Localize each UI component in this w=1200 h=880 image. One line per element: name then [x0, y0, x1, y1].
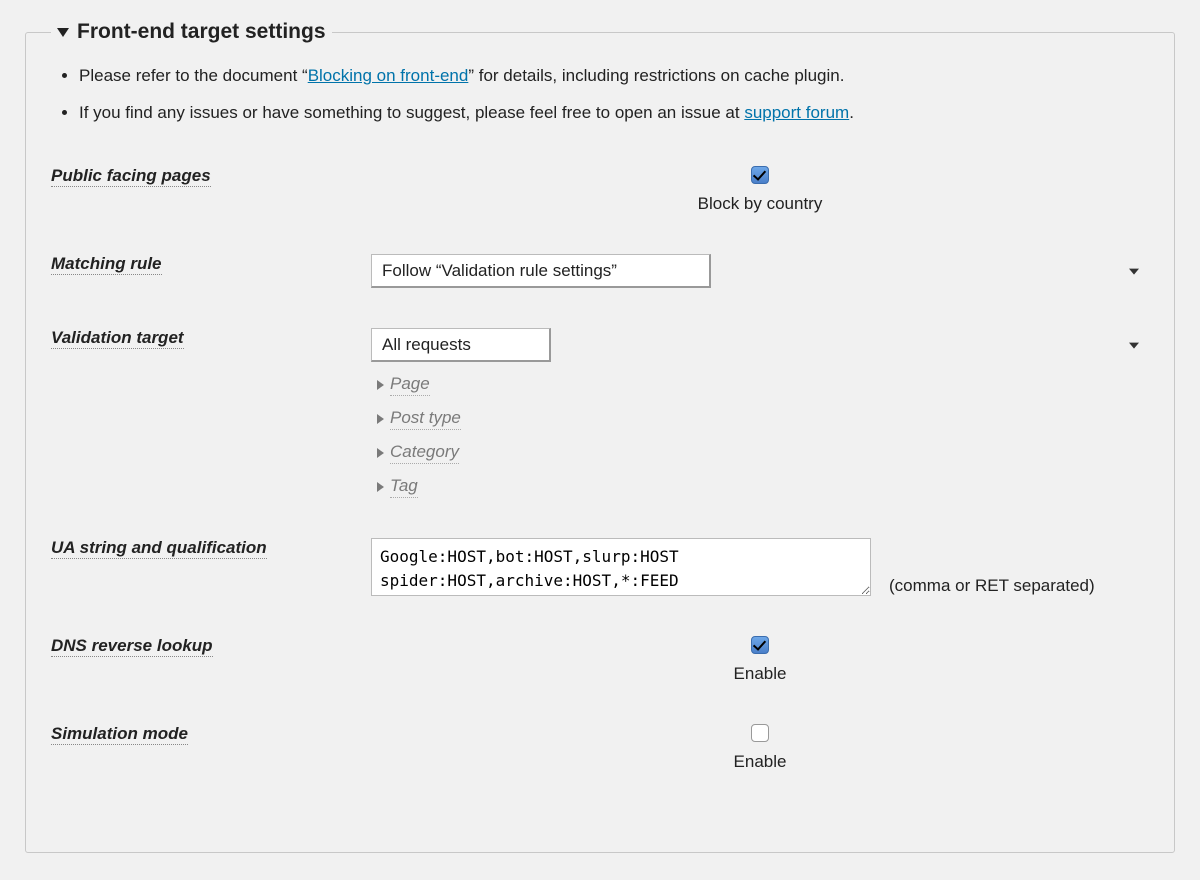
- note-text: Please refer to the document “: [79, 66, 308, 85]
- checkbox-label: Block by country: [698, 194, 823, 214]
- note-text: If you find any issues or have something…: [79, 103, 744, 122]
- field-wrap: (comma or RET separated): [371, 538, 1149, 596]
- ua-string-label: UA string and qualification: [51, 538, 267, 559]
- validation-target-label: Validation target: [51, 328, 184, 349]
- sub-label: Tag: [390, 476, 418, 498]
- expand-category[interactable]: Category: [377, 442, 1149, 464]
- note-text: .: [849, 103, 854, 122]
- simulation-enable-checkbox[interactable]: [751, 724, 769, 742]
- row-validation-target: Validation target All requests Page Post…: [51, 328, 1149, 498]
- field-wrap: Follow “Validation rule settings”: [371, 254, 1149, 288]
- checkbox-label: Enable: [734, 664, 787, 684]
- label-wrap: DNS reverse lookup: [51, 636, 371, 656]
- public-pages-label: Public facing pages: [51, 166, 211, 187]
- frontend-settings-panel: Front-end target settings Please refer t…: [25, 20, 1175, 853]
- dns-lookup-label: DNS reverse lookup: [51, 636, 213, 657]
- matching-rule-select[interactable]: Follow “Validation rule settings”: [371, 254, 711, 288]
- row-ua-string: UA string and qualification (comma or RE…: [51, 538, 1149, 596]
- note-text: ” for details, including restrictions on…: [468, 66, 844, 85]
- notes-list: Please refer to the document “Blocking o…: [61, 62, 1149, 126]
- section-toggle[interactable]: Front-end target settings: [51, 20, 332, 44]
- chevron-down-icon: [57, 28, 69, 37]
- ua-hint: (comma or RET separated): [889, 576, 1095, 596]
- section-title: Front-end target settings: [77, 20, 326, 44]
- validation-target-select[interactable]: All requests: [371, 328, 551, 362]
- row-public-pages: Public facing pages Block by country: [51, 166, 1149, 214]
- support-forum-link[interactable]: support forum: [744, 103, 849, 122]
- note-2: If you find any issues or have something…: [79, 99, 1149, 126]
- label-wrap: UA string and qualification: [51, 538, 371, 558]
- field-wrap: Enable: [371, 636, 1149, 684]
- matching-rule-label: Matching rule: [51, 254, 162, 275]
- expand-post-type[interactable]: Post type: [377, 408, 1149, 430]
- blocking-frontend-link[interactable]: Blocking on front-end: [308, 66, 469, 85]
- expand-page[interactable]: Page: [377, 374, 1149, 396]
- row-matching-rule: Matching rule Follow “Validation rule se…: [51, 254, 1149, 288]
- sub-label: Category: [390, 442, 459, 464]
- expand-tag[interactable]: Tag: [377, 476, 1149, 498]
- simulation-mode-label: Simulation mode: [51, 724, 188, 745]
- chevron-right-icon: [377, 380, 384, 390]
- label-wrap: Public facing pages: [51, 166, 371, 186]
- block-by-country-checkbox[interactable]: [751, 166, 769, 184]
- dns-enable-checkbox[interactable]: [751, 636, 769, 654]
- row-dns-lookup: DNS reverse lookup Enable: [51, 636, 1149, 684]
- row-simulation-mode: Simulation mode Enable: [51, 724, 1149, 772]
- sub-label: Post type: [390, 408, 461, 430]
- field-wrap: Enable: [371, 724, 1149, 772]
- label-wrap: Matching rule: [51, 254, 371, 274]
- field-wrap: All requests Page Post type Category Tag: [371, 328, 1149, 498]
- label-wrap: Simulation mode: [51, 724, 371, 744]
- field-wrap: Block by country: [371, 166, 1149, 214]
- chevron-right-icon: [377, 414, 384, 424]
- chevron-right-icon: [377, 482, 384, 492]
- note-1: Please refer to the document “Blocking o…: [79, 62, 1149, 89]
- checkbox-label: Enable: [734, 752, 787, 772]
- sub-label: Page: [390, 374, 430, 396]
- ua-string-textarea[interactable]: [371, 538, 871, 596]
- label-wrap: Validation target: [51, 328, 371, 348]
- chevron-right-icon: [377, 448, 384, 458]
